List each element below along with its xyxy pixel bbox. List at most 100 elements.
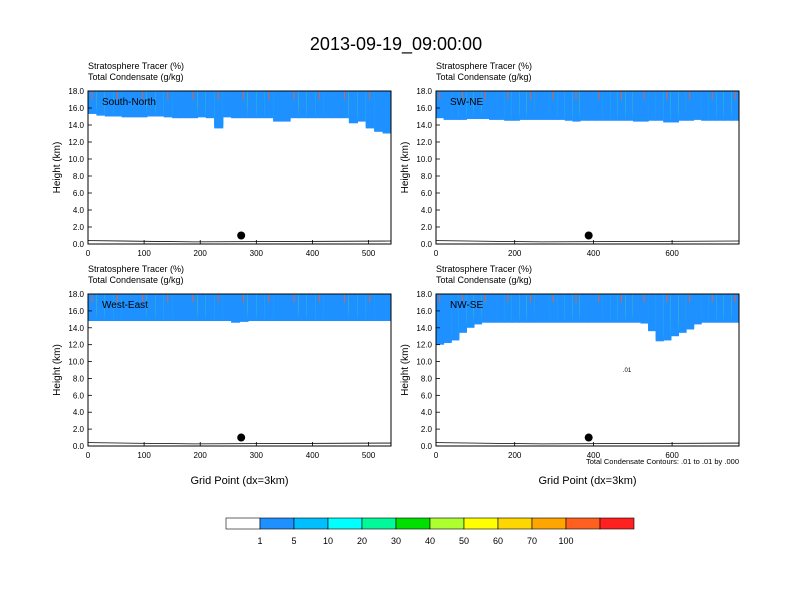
tracer-band [323,91,333,119]
figure-title: 2013-09-19_09:00:00 [310,34,482,55]
tracer-band [247,91,257,119]
x-tick-label: 0 [434,451,439,460]
colorbar-label: 30 [391,536,401,546]
tracer-band [519,91,528,120]
colorbar-label: 1 [257,536,262,546]
colorbar-label: 50 [459,536,469,546]
tracer-streak [167,91,169,100]
tracer-band [466,294,475,328]
colorbar-label: 20 [357,536,367,546]
tracer-band [96,294,106,322]
panel-label: SW-NE [450,97,483,108]
y-axis-label: Height (km) [52,142,63,194]
tracer-band [180,91,190,119]
contour-note: Total Condensate Contours: .01 to .01 by… [586,457,739,466]
tracer-band [473,294,483,325]
tracer-band [281,91,291,122]
tracer-streak [439,294,441,303]
x-tick-label: 200 [194,249,208,258]
tracer-band [670,294,680,337]
tracer-band [572,91,581,122]
x-tick-label: 100 [137,451,151,460]
tracer-band [451,91,460,120]
tracer-streak [369,91,371,100]
x-tick-label: 0 [86,451,91,460]
tracer-streak [217,294,219,303]
y-tick-label: 14.0 [416,121,432,130]
y-tick-label: 0.0 [73,442,85,451]
tracer-band [239,294,249,322]
tracer-band [382,91,391,134]
tracer-streak [575,91,577,100]
tracer-band [526,294,536,323]
y-tick-label: 6.0 [73,391,85,400]
location-marker [584,231,593,240]
tracer-band [572,294,581,323]
tracer-band [323,294,333,322]
tracer-band [357,91,367,122]
x-tick-label: 200 [194,451,208,460]
tracer-band [701,91,710,121]
tracer-streak [507,91,509,100]
tracer-band [239,91,249,119]
tracer-band [340,294,350,322]
colorbar-swatch [327,517,363,530]
colorbar-label: 5 [291,536,296,546]
tracer-band [273,91,283,122]
tracer-band [365,294,375,322]
y-tick-label: 16.0 [416,104,432,113]
tracer-band [731,294,739,323]
tracer-streak [91,294,93,303]
tracer-band [306,294,316,322]
tracer-band [205,294,215,322]
tracer-streak [116,294,118,303]
y-axis-label: Height (km) [400,142,411,194]
tracer-streak [711,294,713,303]
tracer-band [557,294,566,323]
tracer-band [723,294,733,323]
tracer-band [436,91,445,119]
tracer-band [595,294,604,323]
tracer-band [549,294,558,323]
colorbar-swatch [531,517,567,530]
panel-south-north: 0.0 2.0 4.0 6.0 8.0 10.0 12.0 14.0 16.0 18.0 0 100 2… [52,61,392,258]
x-axis-label: Grid Point (dx=3km) [190,475,288,487]
tracer-band [534,294,543,323]
tracer-band [663,91,672,123]
tracer-streak [91,91,93,100]
tracer-band [458,294,467,333]
tracer-band [104,294,114,322]
tracer-streak [598,91,600,100]
tracer-band [340,91,350,119]
colorbar-label: 60 [493,536,503,546]
tracer-band [104,91,114,117]
location-marker [237,231,246,240]
tracer-band [723,91,733,121]
x-tick-label: 300 [250,451,264,460]
tracer-band [496,294,505,323]
subtitle-condensate: Total Condensate (g/kg) [88,275,184,285]
x-tick-label: 400 [306,451,320,460]
tracer-band [640,91,649,122]
tracer-band [708,91,717,121]
tracer-band [163,91,173,118]
tracer-band [534,91,543,120]
tracer-streak [293,294,295,303]
location-marker [237,433,246,442]
tracer-band [496,91,505,120]
condensate-contour [436,240,739,243]
y-tick-label: 4.0 [73,408,85,417]
tracer-band [693,91,702,120]
tracer-streak [293,91,295,100]
condensate-contours [436,442,739,445]
tracer-streak [461,294,463,303]
tracer-band [374,91,384,132]
tracer-band [130,91,140,118]
x-tick-label: 200 [508,249,522,258]
y-tick-label: 12.0 [416,341,432,350]
y-tick-label: 8.0 [73,374,85,383]
tracer-band [481,91,490,120]
tracer-band [88,91,98,114]
tracer-streak [318,294,320,303]
tracer-band [587,294,596,323]
